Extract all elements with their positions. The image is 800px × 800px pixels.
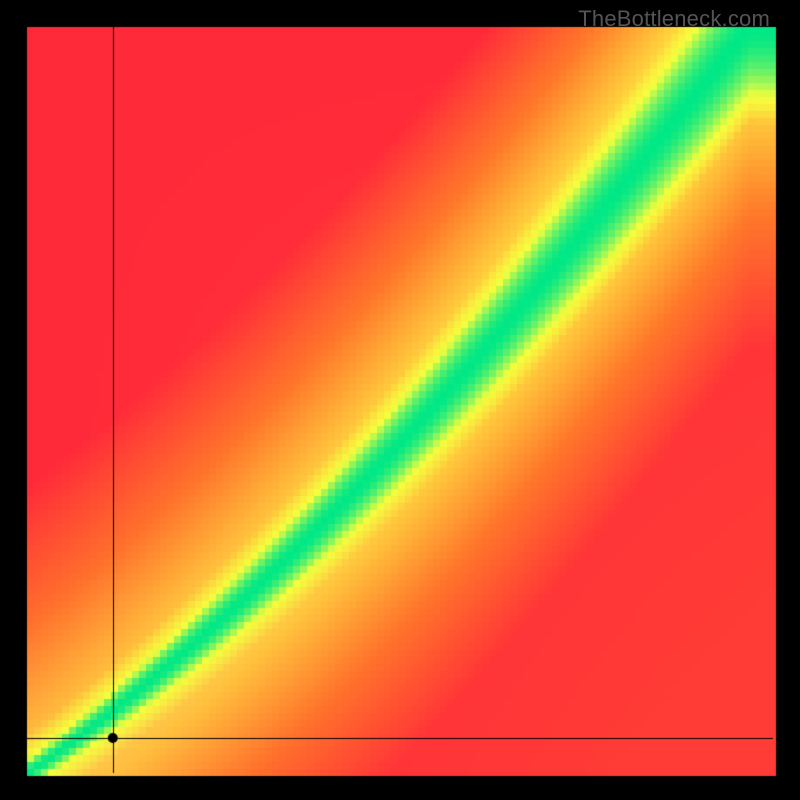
watermark-text: TheBottleneck.com [578,6,770,32]
bottleneck-heatmap [0,0,800,800]
chart-container: TheBottleneck.com [0,0,800,800]
